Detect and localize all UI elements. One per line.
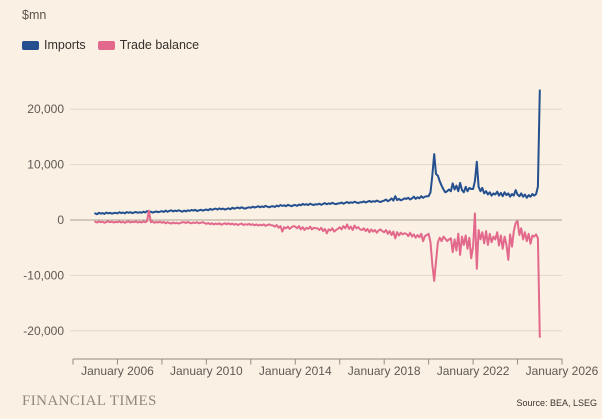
imports-legend-label: Imports: [44, 38, 86, 52]
x-tick-label: January 2026: [526, 364, 599, 378]
trade-balance-line: [94, 209, 541, 338]
y-tick-label: 10,000: [27, 158, 64, 172]
y-tick-label: 20,000: [27, 102, 64, 116]
x-tick-label: January 2010: [170, 364, 243, 378]
y-tick-label: -10,000: [23, 268, 64, 282]
source-note: Source: BEA, LSEG: [516, 398, 597, 408]
legend: Imports Trade balance: [22, 38, 211, 52]
x-tick-label: January 2006: [81, 364, 154, 378]
imports-swatch: [22, 40, 39, 50]
unit-label: $mn: [22, 8, 47, 22]
x-tick-label: January 2022: [437, 364, 510, 378]
trade-balance-legend-label: Trade balance: [119, 38, 200, 52]
y-tick-label: 0: [57, 213, 64, 227]
ft-brand: FINANCIAL TIMES: [22, 393, 157, 409]
x-tick-label: January 2018: [348, 364, 421, 378]
imports-line: [94, 89, 541, 216]
y-tick-label: -20,000: [23, 324, 64, 338]
trade-balance-swatch: [97, 40, 115, 50]
x-tick-label: January 2014: [259, 364, 332, 378]
